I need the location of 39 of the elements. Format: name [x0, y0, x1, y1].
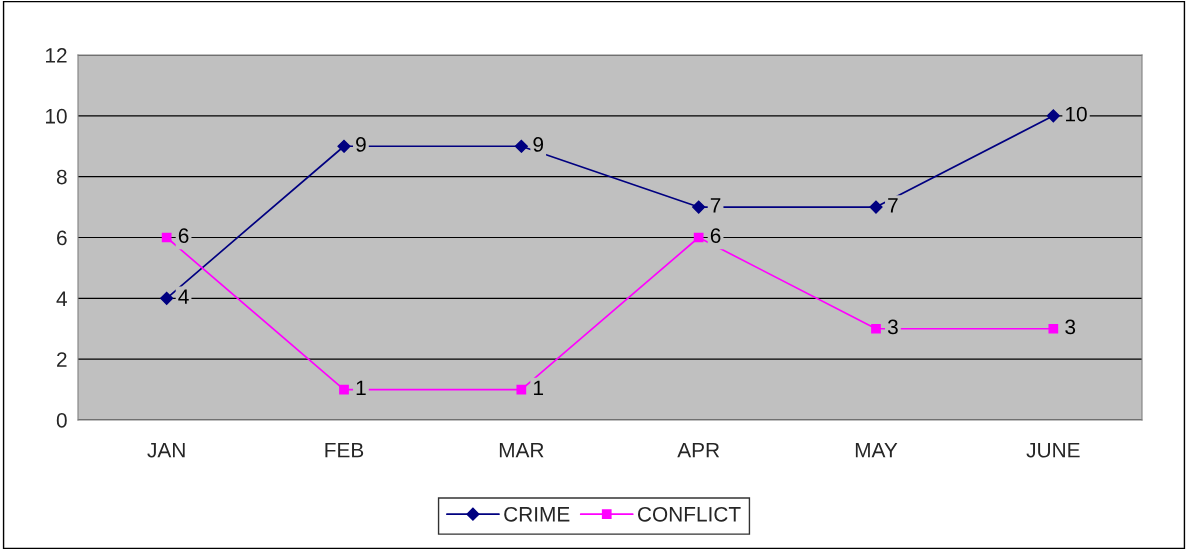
- x-tick-label: MAR: [499, 442, 544, 458]
- point: [337, 139, 351, 153]
- x-tick-label: JUNE: [1026, 442, 1080, 458]
- y-tick-label: 12: [46, 48, 67, 63]
- data-label: 10: [1066, 106, 1087, 122]
- legend-label: CRIME: [504, 506, 570, 522]
- point: [339, 384, 349, 395]
- data-label: 6: [178, 228, 189, 244]
- y-tick-label: 6: [57, 230, 67, 246]
- x-tick-label: APR: [677, 442, 720, 458]
- point: [1048, 323, 1059, 334]
- y-tick-label: 8: [56, 169, 67, 185]
- x-tick-label: JAN: [147, 442, 185, 458]
- point: [160, 291, 174, 305]
- data-label: 7: [888, 198, 898, 213]
- x-tick-label: MAY: [855, 442, 898, 458]
- point: [516, 384, 527, 395]
- x-tick-label: FEB: [325, 442, 364, 458]
- data-label: 3: [887, 319, 898, 335]
- legend-label: CONFLICT: [638, 506, 741, 522]
- data-label: 6: [710, 228, 721, 244]
- point: [869, 200, 883, 214]
- data-label: 3: [1065, 319, 1076, 335]
- data-label: 4: [178, 289, 189, 304]
- point: [871, 323, 881, 334]
- point: [161, 232, 172, 243]
- y-tick-label: 10: [46, 108, 67, 124]
- point: [692, 200, 706, 214]
- y-tick-label: 2: [57, 352, 67, 367]
- y-tick-label: 0: [56, 413, 67, 428]
- y-tick-label: 4: [56, 291, 67, 306]
- point: [514, 139, 528, 153]
- point: [693, 232, 704, 243]
- data-label: 1: [356, 380, 366, 395]
- data-label: 7: [710, 198, 721, 213]
- data-label: 9: [356, 137, 366, 152]
- data-label: 1: [534, 380, 544, 395]
- point: [1046, 109, 1060, 123]
- data-label: 9: [533, 137, 544, 152]
